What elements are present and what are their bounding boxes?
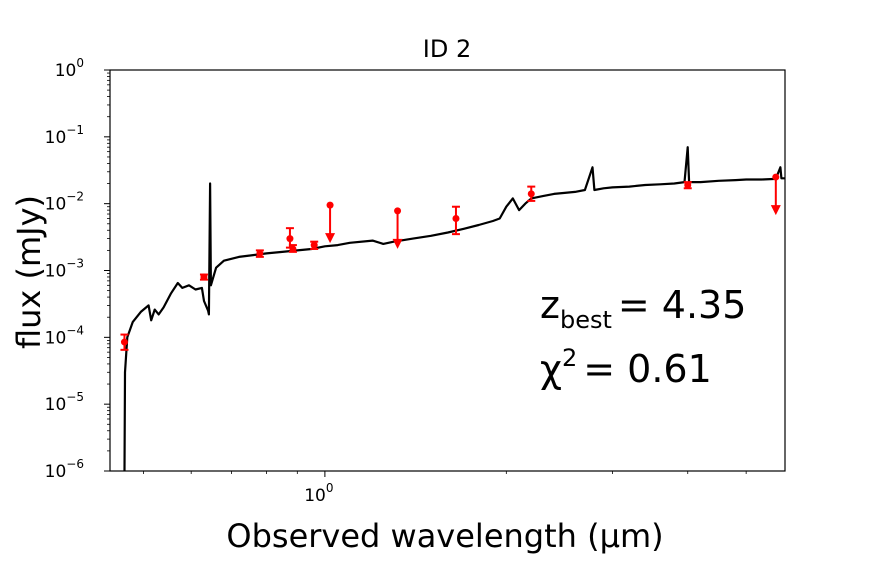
y-axis-label: flux (mJy)	[10, 195, 48, 349]
y-tick-label: 10−2	[45, 190, 84, 215]
y-tick-label: 10−1	[45, 123, 84, 148]
x-axis-label: Observed wavelength (µm)	[226, 517, 663, 555]
x-tick-label: 100	[304, 481, 333, 506]
upper-limit-arrow-head	[770, 205, 781, 216]
upper-limit-arrow-head	[325, 233, 336, 244]
chi-superscript: 2	[562, 344, 577, 372]
photometry-point	[289, 245, 297, 253]
photometry-point	[286, 235, 294, 243]
y-tick-label: 10−6	[45, 457, 84, 482]
photometry-point	[256, 249, 264, 257]
svg-text:zbest= 4.35: zbest = 4.35	[540, 283, 746, 334]
photometry-point	[684, 181, 692, 189]
redshift-annotation: zbest = 4.35	[540, 283, 746, 334]
z-value: = 4.35	[618, 283, 747, 327]
svg-text:χ2= 0.61: χ2 = 0.61	[540, 344, 712, 391]
photometry-point	[310, 241, 318, 249]
chi-symbol: χ	[540, 347, 562, 391]
chart-title: ID 2	[423, 35, 471, 63]
photometry-point	[200, 273, 208, 281]
chi-value: = 0.61	[583, 347, 712, 391]
upper-limit-arrow-head	[392, 238, 403, 249]
z-symbol: z	[540, 283, 560, 327]
y-tick-label: 10−3	[45, 257, 84, 282]
y-tick-label: 100	[55, 56, 84, 81]
y-tick-label: 10−4	[45, 323, 84, 348]
y-tick-label: 10−5	[45, 390, 84, 415]
photometry-point	[120, 338, 128, 346]
plot-area: 100 10−1 10−2 10−3 10−4 10−5 10−6 100	[45, 56, 786, 506]
photometry-point	[452, 214, 460, 222]
chi-squared-annotation: χ2 = 0.61	[540, 344, 712, 391]
z-subscript: best	[560, 306, 612, 334]
model-sed-line	[123, 146, 785, 471]
photometry-point	[527, 190, 535, 198]
